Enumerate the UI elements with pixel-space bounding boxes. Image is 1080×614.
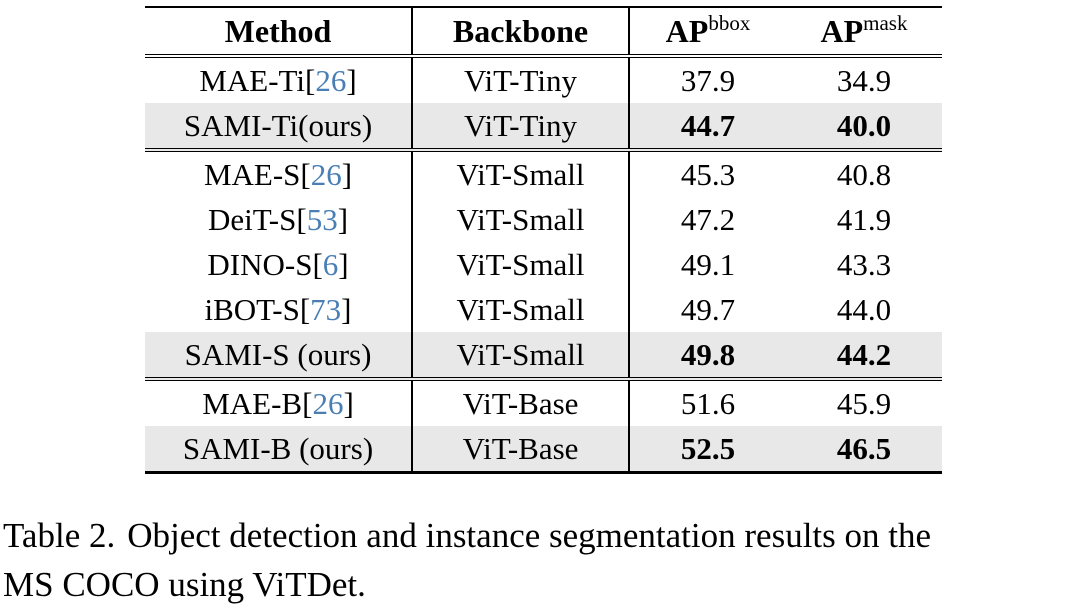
backbone-cell: ViT-Tiny [413,103,630,148]
backbone-cell: ViT-Small [413,152,630,197]
citation-link[interactable]: 26 [310,157,342,192]
ap-bbox-value: 44.7 [680,108,736,143]
citation-link[interactable]: 73 [310,292,342,327]
table-row: iBOT-S[73] ViT-Small 49.7 44.0 [145,287,942,332]
method-name: iBOT-S [204,292,300,327]
method-name: SAMI-S (ours) [184,337,372,372]
citation-link[interactable]: 6 [322,247,339,282]
caption-line-1: Table 2. Object detection and instance se… [3,511,1078,560]
citation-bracket: ] [346,63,357,98]
method-name: MAE-Ti [199,63,305,98]
ap-mask-value: 34.9 [836,63,892,98]
table-header-row: Method Backbone APbbox APmask [145,8,942,58]
ap-mask-value: 40.8 [836,157,892,192]
backbone-cell: ViT-Tiny [413,58,630,103]
table-row-ours: SAMI-Ti(ours) ViT-Tiny 44.7 40.0 [145,103,942,152]
method-name: DINO-S [207,247,313,282]
method-cell: SAMI-B (ours) [145,426,413,471]
method-name: SAMI-Ti(ours) [183,108,373,143]
citation-bracket: ] [338,247,349,282]
table-caption: Table 2. Object detection and instance se… [3,511,1078,609]
ap-bbox-value: 52.5 [680,431,736,466]
ap-mask-value: 46.5 [836,431,892,466]
method-cell: DINO-S[6] [145,242,413,287]
method-name: SAMI-B (ours) [182,431,374,466]
backbone-cell: ViT-Base [413,426,630,471]
ap-bbox-value: 37.9 [680,63,736,98]
ap-bbox-base: AP [665,13,709,49]
method-cell: SAMI-Ti(ours) [145,103,413,148]
citation-link[interactable]: 53 [306,202,338,237]
ap-mask-superscript: mask [863,11,908,35]
table-row: MAE-B[26] ViT-Base 51.6 45.9 [145,381,942,426]
backbone-cell: ViT-Small [413,287,630,332]
column-header-method: Method [145,8,413,54]
method-cell: MAE-B[26] [145,381,413,426]
ap-mask-value: 43.3 [836,247,892,282]
table-row: MAE-S[26] ViT-Small 45.3 40.8 [145,152,942,197]
caption-line-2: MS COCO using ViTDet. [3,565,366,604]
method-cell: DeiT-S[53] [145,197,413,242]
ap-bbox-value: 49.1 [680,247,736,282]
ap-bbox-value: 51.6 [680,386,736,421]
method-cell: SAMI-S (ours) [145,332,413,377]
citation-bracket: [ [296,202,307,237]
citation-bracket: ] [341,292,352,327]
table-row: DeiT-S[53] ViT-Small 47.2 41.9 [145,197,942,242]
ap-mask-value: 40.0 [836,108,892,143]
ap-bbox-value: 47.2 [680,202,736,237]
citation-bracket: [ [312,247,323,282]
ap-bbox-value: 45.3 [680,157,736,192]
ap-mask-base: AP [820,13,864,49]
citation-bracket: ] [343,386,354,421]
caption-text: Object detection and instance segmentati… [127,516,932,555]
backbone-cell: ViT-Small [413,332,630,377]
ap-mask-value: 44.2 [836,337,892,372]
ap-bbox-value: 49.7 [680,292,736,327]
citation-bracket: [ [299,292,311,327]
table-row: DINO-S[6] ViT-Small 49.1 43.3 [145,242,942,287]
method-name: DeiT-S [207,202,297,237]
method-cell: MAE-Ti[26] [145,58,413,103]
method-name: MAE-S [203,157,301,192]
citation-bracket: ] [337,202,349,237]
column-header-backbone: Backbone [413,8,630,54]
caption-label: Table 2. [3,516,116,555]
table-row-ours: SAMI-B (ours) ViT-Base 52.5 46.5 [145,426,942,471]
method-name: MAE-B [202,386,303,421]
citation-link[interactable]: 26 [315,63,347,98]
column-header-ap-bbox: APbbox [630,8,786,54]
backbone-cell: ViT-Base [413,381,630,426]
table-row: MAE-Ti[26] ViT-Tiny 37.9 34.9 [145,58,942,103]
table-row-ours: SAMI-S (ours) ViT-Small 49.8 44.2 [145,332,942,381]
method-cell: iBOT-S[73] [145,287,413,332]
citation-bracket: [ [300,157,311,192]
citation-link[interactable]: 26 [312,386,344,421]
citation-bracket: [ [302,386,313,421]
ap-bbox-value: 49.8 [680,337,736,372]
method-cell: MAE-S[26] [145,152,413,197]
backbone-cell: ViT-Small [413,242,630,287]
backbone-cell: ViT-Small [413,197,630,242]
citation-bracket: ] [341,157,353,192]
ap-mask-value: 41.9 [836,202,892,237]
ap-mask-value: 45.9 [836,386,892,421]
column-header-ap-mask: APmask [786,8,942,54]
ap-bbox-superscript: bbox [708,11,751,35]
ap-mask-value: 44.0 [836,292,892,327]
citation-bracket: [ [305,63,316,98]
results-table: Method Backbone APbbox APmask MAE-Ti[26]… [145,6,942,474]
